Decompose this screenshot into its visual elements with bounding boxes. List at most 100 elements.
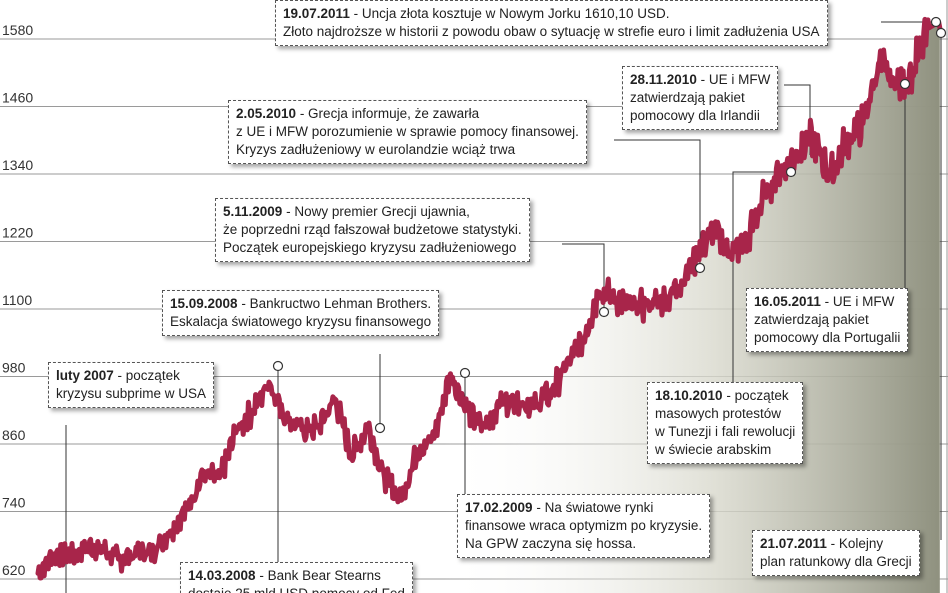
y-tick-label-1580: 1580 bbox=[2, 22, 33, 38]
marker-17-02-2009 bbox=[459, 367, 471, 379]
annotation-line: w Tunezji i fali rewolucji bbox=[655, 423, 795, 441]
annotation-line: Eskalacja światowego kryzysu finansowego bbox=[170, 313, 431, 331]
annotation-line: 18.10.2010 - początek bbox=[655, 387, 795, 405]
y-tick-label-1220: 1220 bbox=[2, 225, 33, 241]
annotation-box-16-05-2011: 16.05.2011 - UE i MFW zatwierdzają pakiet… bbox=[746, 288, 909, 352]
annotation-line: Kryzys zadłużeniowy w eurolandzie wciąż … bbox=[236, 141, 579, 159]
annotation-line: plan ratunkowy dla Grecji bbox=[760, 553, 912, 571]
annotation-box-14-03-2008: 14.03.2008 - Bank Bear Stearnsdostaje 25… bbox=[180, 562, 413, 593]
annotation-line: 21.07.2011 - Kolejny bbox=[760, 535, 912, 553]
marker-19-07-2011 bbox=[930, 16, 942, 28]
annotation-text: Eskalacja światowego kryzysu finansowego bbox=[170, 314, 432, 329]
annotation-box-21-07-2011: 21.07.2011 - Kolejny plan ratunkowy dla G… bbox=[752, 530, 920, 576]
annotation-text: - UE i MFW bbox=[820, 294, 895, 309]
annotation-text: - Grecja informuje, że zawarła bbox=[296, 106, 480, 121]
annotation-text: Złoto najdroższe w historii z powodu oba… bbox=[283, 24, 820, 39]
annotation-date: 14.03.2008 bbox=[188, 568, 256, 583]
annotation-line: zatwierdzają pakiet bbox=[754, 311, 900, 329]
annotation-text: - Bank Bear Stearns bbox=[255, 568, 381, 583]
annotation-text: plan ratunkowy dla Grecji bbox=[760, 554, 912, 569]
annotation-line: zatwierdzają pakiet bbox=[630, 89, 770, 107]
annotation-line: 15.09.2008 - Bankructwo Lehman Brothers. bbox=[170, 295, 431, 313]
annotation-text: - Uncja złota kosztuje w Nowym Jorku 161… bbox=[349, 6, 670, 21]
annotation-date: 17.02.2009 bbox=[465, 500, 533, 515]
annotation-line: 17.02.2009 - Na światowe rynki bbox=[465, 499, 702, 517]
annotation-text: Kryzys zadłużeniowy w eurolandzie wciąż … bbox=[236, 142, 516, 157]
annotation-line: pomocowy dla Portugalii bbox=[754, 329, 900, 347]
annotation-date: 15.09.2008 bbox=[170, 296, 238, 311]
annotation-date: luty 2007 bbox=[56, 368, 114, 383]
leader-18-10-2010 bbox=[732, 171, 791, 382]
series-line bbox=[35, 16, 943, 581]
annotation-date: 16.05.2011 bbox=[754, 294, 821, 309]
annotation-date: 18.10.2010 bbox=[655, 388, 723, 403]
annotation-line: 16.05.2011 - UE i MFW bbox=[754, 293, 900, 311]
annotation-line: w świecie arabskim bbox=[655, 441, 795, 459]
marker-2-05-2010 bbox=[694, 262, 706, 274]
annotation-line: masowych protestów bbox=[655, 405, 795, 423]
y-tick-label-620: 620 bbox=[2, 562, 26, 578]
annotation-box-luty-2007: luty 2007 - początek kryzysu subprime w U… bbox=[48, 362, 215, 408]
annotation-text: pomocowy dla Irlandii bbox=[630, 108, 760, 123]
annotation-text: Na GPW zaczyna się hossa. bbox=[465, 536, 637, 551]
y-tick-label-1100: 1100 bbox=[2, 292, 32, 308]
annotation-box-18-10-2010: 18.10.2010 - początek masowych protestów w… bbox=[647, 382, 804, 464]
annotation-box-5-11-2009: 5.11.2009 - Nowy premier Grecji ujawnia,… bbox=[215, 198, 530, 262]
annotation-text: zatwierdzają pakiet bbox=[630, 90, 745, 105]
marker-21-07-2011 bbox=[935, 27, 947, 39]
series-line-gold-price bbox=[35, 16, 943, 581]
annotation-text: w Tunezji i fali rewolucji bbox=[655, 424, 796, 439]
marker-16-05-2011 bbox=[899, 78, 911, 90]
marker-15-09-2008 bbox=[374, 422, 386, 434]
marker-5-11-2009 bbox=[598, 306, 610, 318]
annotation-line: luty 2007 - początek bbox=[56, 367, 206, 385]
marker-18-10-2010 bbox=[785, 166, 797, 178]
y-axis-ticks: 620 740 860 980 1100 1220 1340 1460 1580 bbox=[2, 22, 33, 578]
annotation-line: 19.07.2011 - Uncja złota kosztuje w Nowy… bbox=[283, 5, 820, 23]
annotation-box-19-07-2011: 19.07.2011 - Uncja złota kosztuje w Nowy… bbox=[275, 0, 828, 46]
annotation-line: 28.11.2010 - UE i MFW bbox=[630, 71, 770, 89]
annotation-box-2-05-2010: 2.05.2010 - Grecja informuje, że zawarła… bbox=[228, 100, 587, 164]
y-tick-label-1340: 1340 bbox=[2, 157, 33, 173]
annotation-text: z UE i MFW porozumienie w sprawie pomocy… bbox=[236, 124, 579, 139]
annotation-line: pomocowy dla Irlandii bbox=[630, 107, 770, 125]
annotation-text: kryzysu subprime w USA bbox=[56, 386, 207, 401]
annotation-text: - początek bbox=[113, 368, 180, 383]
annotation-line: Złoto najdroższe w historii z powodu oba… bbox=[283, 23, 820, 41]
annotation-line: z UE i MFW porozumienie w sprawie pomocy… bbox=[236, 123, 579, 141]
annotation-text: w świecie arabskim bbox=[655, 442, 772, 457]
annotation-text: - początek bbox=[722, 388, 789, 403]
annotation-line: Początek europejskiego kryzysu zadłużeni… bbox=[223, 239, 522, 257]
event-markers bbox=[272, 16, 947, 434]
annotation-text: - Na światowe rynki bbox=[532, 500, 654, 515]
y-tick-label-740: 740 bbox=[2, 495, 26, 511]
annotation-text: że poprzedni rząd fałszował budżetowe st… bbox=[223, 222, 522, 237]
annotation-text: - Nowy premier Grecji ujawnia, bbox=[282, 204, 470, 219]
annotation-line: 14.03.2008 - Bank Bear Stearns bbox=[188, 567, 405, 585]
annotation-box-17-02-2009: 17.02.2009 - Na światowe rynki finansowe … bbox=[457, 494, 711, 558]
y-tick-label-860: 860 bbox=[2, 427, 26, 443]
annotation-date: 28.11.2010 bbox=[630, 72, 697, 87]
y-tick-label-1460: 1460 bbox=[2, 90, 33, 106]
annotation-text: - Bankructwo Lehman Brothers. bbox=[237, 296, 432, 311]
annotation-text: zatwierdzają pakiet bbox=[754, 312, 869, 327]
annotation-line: finansowe wraca optymizm po kryzysie. bbox=[465, 517, 702, 535]
annotation-text: pomocowy dla Portugalii bbox=[754, 330, 901, 345]
marker-14-03-2008 bbox=[272, 360, 284, 372]
annotation-box-15-09-2008: 15.09.2008 - Bankructwo Lehman Brothers.… bbox=[162, 290, 440, 336]
annotation-date: 5.11.2009 bbox=[223, 204, 283, 219]
annotation-date: 21.07.2011 bbox=[760, 536, 827, 551]
annotation-date: 2.05.2010 bbox=[236, 106, 297, 121]
annotation-line: Na GPW zaczyna się hossa. bbox=[465, 535, 702, 553]
annotation-line: dostaje 25 mld USD pomocy od Fed bbox=[188, 585, 405, 593]
annotation-text: - UE i MFW bbox=[696, 72, 771, 87]
annotation-line: 5.11.2009 - Nowy premier Grecji ujawnia, bbox=[223, 203, 522, 221]
annotation-line: że poprzedni rząd fałszował budżetowe st… bbox=[223, 221, 522, 239]
annotation-text: Początek europejskiego kryzysu zadłużeni… bbox=[223, 240, 517, 255]
annotation-date: 19.07.2011 bbox=[283, 6, 350, 21]
y-tick-label-980: 980 bbox=[2, 360, 26, 376]
annotation-text: - Kolejny bbox=[826, 536, 884, 551]
annotation-line: kryzysu subprime w USA bbox=[56, 385, 206, 403]
annotation-line: 2.05.2010 - Grecja informuje, że zawarła bbox=[236, 105, 579, 123]
